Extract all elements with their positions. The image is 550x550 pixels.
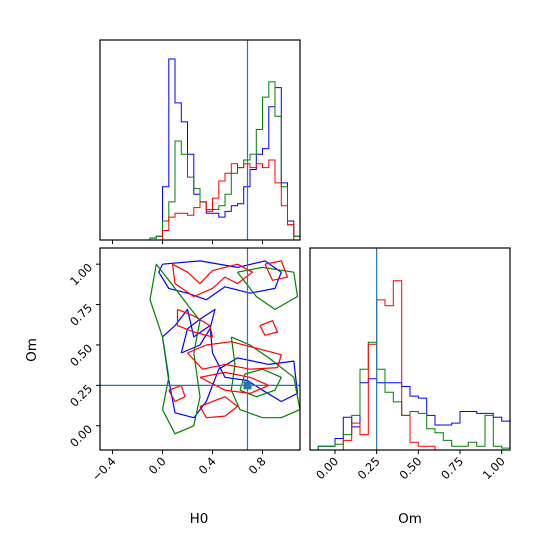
contour-ytick-label-1: 0.25 [67,382,95,410]
contour-ytick-label-2: 0.50 [67,341,95,369]
contour-ytick-label-0: 0.00 [67,422,95,450]
truth-marker [243,381,252,390]
contour-line-0 [158,260,282,301]
om-histogram-plot-area [317,280,510,450]
om-histogram-panel: 0.00 0.25 0.50 0.75 1.00 [309,247,511,482]
om-histogram-frame [309,247,511,451]
h0-histogram-series-1 [149,81,300,240]
h0-histogram-series-2 [150,159,300,240]
contour-frame [99,247,301,451]
contour-line-14 [264,260,289,281]
h0-histogram-series-0 [149,58,300,240]
contour-xtick-label-1: 0.0 [146,454,169,477]
contour-line-13 [259,320,279,336]
contour-line-1 [161,308,299,419]
om-histogram-series-0 [317,378,510,450]
x-axis-label-h0: H0 [190,511,209,527]
om-histogram-xtick-label-4: 1.00 [480,454,508,482]
contour-xtick-label-0: −0.4 [89,454,119,484]
contour-line-4 [230,336,300,419]
h0-histogram-panel [99,39,301,244]
y-axis-label-om: Om [24,338,40,362]
contour-line-5 [237,266,299,310]
contour-line-8 [176,308,214,338]
h0-om-contour-panel: −0.4 0.0 0.4 0.8 0.00 0.25 0.50 0.75 1.00 [67,247,301,484]
contour-xtick-label-2: 0.4 [196,454,219,477]
contour-line-2 [180,308,216,354]
contour-xtick-label-3: 0.8 [246,454,269,477]
contour-line-6 [239,368,282,398]
om-histogram-xtick-label-2: 0.50 [396,454,424,482]
om-histogram-xtick-label-1: 0.25 [355,454,383,482]
contour-ytick-label-4: 1.00 [67,260,95,288]
x-axis-label-om: Om [398,511,422,527]
om-histogram-xtick-label-3: 0.75 [438,454,466,482]
contour-plot-area [149,260,300,435]
contour-line-7 [171,263,254,298]
h0-histogram-plot-area [149,58,300,240]
h0-histogram-frame [99,39,301,241]
contour-line-11 [199,396,239,419]
om-histogram-series-2 [318,280,510,450]
contour-ytick-label-3: 0.75 [67,301,95,329]
om-histogram-xtick-label-0: 0.00 [313,454,341,482]
contour-line-9 [187,341,282,370]
contour-line-12 [168,384,186,403]
contour-line-3 [149,263,201,435]
